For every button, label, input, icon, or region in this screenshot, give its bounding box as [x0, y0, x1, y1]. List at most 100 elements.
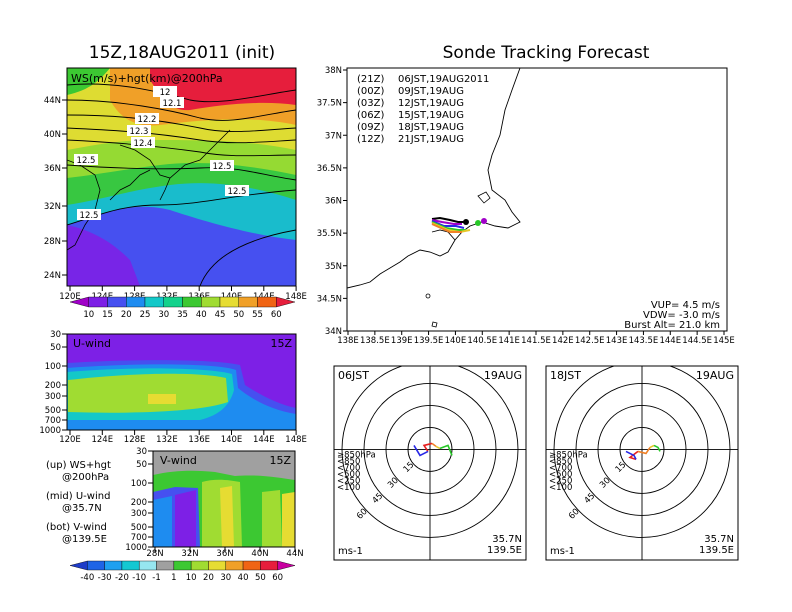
ws-colorbar-label: 35 — [177, 310, 188, 320]
ws-colorbar-swatch — [163, 296, 183, 308]
ws-band-60 — [150, 68, 296, 111]
burst-21z — [463, 219, 469, 225]
wind-colorbar-label: 1 — [171, 573, 176, 583]
contour-label-box — [210, 160, 234, 171]
track-lon-label: 139.5E — [414, 336, 444, 346]
wind-colorbar-label: 20 — [203, 573, 214, 583]
hodo-trace — [625, 450, 637, 460]
track-lat-label: 38N — [325, 66, 342, 76]
ws-colorbar-swatch — [276, 296, 296, 308]
note-bot-l1: (bot) V-wind — [46, 522, 107, 533]
track-lon-axis: 138E 138.5E 139E 139.5E 140E 140.5E 141E 141.5E… — [337, 331, 735, 346]
left-title: 15Z,18AUG2011 (init) — [89, 43, 275, 63]
ws-colorbar-swatch — [219, 296, 239, 308]
coastline-asia — [67, 159, 101, 251]
v-p-label: 700 — [131, 533, 147, 543]
track-lat-axis: 38N 37.5N 37N 36.5N 36N 35.5N 35N 34.5N 34N — [317, 66, 347, 337]
wind-colorbar-swatch — [277, 560, 296, 571]
wind-colorbar-swatch — [173, 560, 192, 571]
track-lon-label: 138.5E — [360, 336, 390, 346]
contour-label: 12.5 — [80, 211, 99, 221]
hodo-lon: 139.5E — [487, 545, 522, 556]
hodo-trace — [413, 445, 429, 457]
track-lat-label: 34N — [325, 327, 342, 337]
wind-colorbar-swatch — [242, 560, 261, 571]
v-lat-label: 28N — [146, 549, 163, 559]
wind-colorbar-label: 60 — [272, 573, 283, 583]
contour-label-box — [77, 209, 101, 220]
u-lon-label: 136E — [188, 435, 210, 445]
right-title: Sonde Tracking Forecast — [443, 43, 650, 63]
map-lat-axis: 44N 40N 36N 32N 28N 24N — [44, 96, 67, 281]
legend-jst: 15JST,19AUG — [398, 110, 464, 121]
wind-colorbar-swatch — [87, 560, 105, 571]
ws-map-label: WS(m/s)+hgt(km)@200hPa — [71, 72, 223, 85]
wind-colorbar-swatch — [69, 560, 88, 571]
ws-colorbar: 10 15 20 25 30 35 40 45 50 55 60 — [69, 296, 296, 320]
u-lon-label: 128E — [124, 435, 146, 445]
contour-label: 12 — [160, 88, 171, 98]
ws-band-nw — [67, 68, 110, 95]
v-band-neg2 — [175, 490, 196, 547]
contour-label-box — [127, 125, 151, 136]
v-lat-label: 44N — [286, 549, 303, 559]
legend-jst: 12JST,19AUG — [398, 98, 464, 109]
v-frame — [152, 450, 296, 548]
map-lat-label: 36N — [44, 164, 61, 174]
wind-colorbar: -40 -30 -20 -10 -1 1 10 20 30 40 50 60 — [69, 560, 296, 583]
u-p-label: 30 — [50, 330, 61, 340]
wind-colorbar-swatch — [104, 560, 123, 571]
track-00z — [431, 219, 462, 225]
ws-colorbar-swatch — [201, 296, 221, 308]
track-lat-label: 37N — [325, 131, 342, 141]
legend-utc: (09Z) — [357, 122, 384, 133]
wind-colorbar-label: 40 — [238, 573, 249, 583]
v-lat-axis: 28N 32N 36N 40N 44N — [146, 547, 304, 559]
u-lon-label: 144E — [253, 435, 275, 445]
track-lon-label: 138E — [337, 336, 359, 346]
hodo-legend-item: <500 — [337, 470, 360, 480]
ws-colorbar-swatch — [144, 296, 164, 308]
contour-label: 12.5 — [77, 156, 96, 166]
ws-colorbar-label: 25 — [140, 310, 151, 320]
u-band-35 — [148, 394, 176, 404]
contour-label-box — [131, 137, 155, 148]
v-p-label: 30 — [136, 447, 147, 457]
v-label: V-wind — [160, 454, 197, 467]
u-lon-axis: 120E 124E 128E 132E 136E 140E 144E 148E — [59, 430, 307, 445]
track-lon-label: 139E — [391, 336, 413, 346]
track-lon-label: 140.5E — [467, 336, 497, 346]
track-lon-label: 140E — [445, 336, 467, 346]
wind-colorbar-label: -20 — [115, 573, 129, 583]
contour-label-box — [74, 154, 98, 165]
hodo-lon: 139.5E — [699, 545, 734, 556]
hodo-lat: 35.7N — [492, 534, 522, 545]
hodo-trace — [435, 445, 441, 450]
legend-utc: (03Z) — [357, 98, 384, 109]
ws-colorbar-label: 20 — [121, 310, 132, 320]
side-notes: (up) WS+hgt @200hPa (mid) U-wind @35.7N … — [46, 460, 111, 545]
track-lon-label: 143.5E — [629, 336, 659, 346]
ws-colorbar-swatch — [238, 296, 258, 308]
v-band-20 — [220, 486, 234, 547]
ws-colorbar-label: 60 — [271, 310, 282, 320]
ws-band-south — [67, 225, 140, 286]
wind-colorbar-label: -30 — [98, 573, 112, 583]
track-lat-label: 35.5N — [317, 229, 342, 239]
hgt-contour-12-2 — [67, 114, 296, 133]
note-mid-l1: (mid) U-wind — [46, 491, 110, 502]
hodo-legend-item: <500 — [549, 470, 572, 480]
track-lon-label: 142.5E — [575, 336, 605, 346]
legend-jst: 21JST,19AUG — [398, 134, 464, 145]
track-lat-label: 36.5N — [317, 164, 342, 174]
ws-colorbar-swatch — [257, 296, 277, 308]
hgt-contour-12-3 — [67, 127, 296, 144]
